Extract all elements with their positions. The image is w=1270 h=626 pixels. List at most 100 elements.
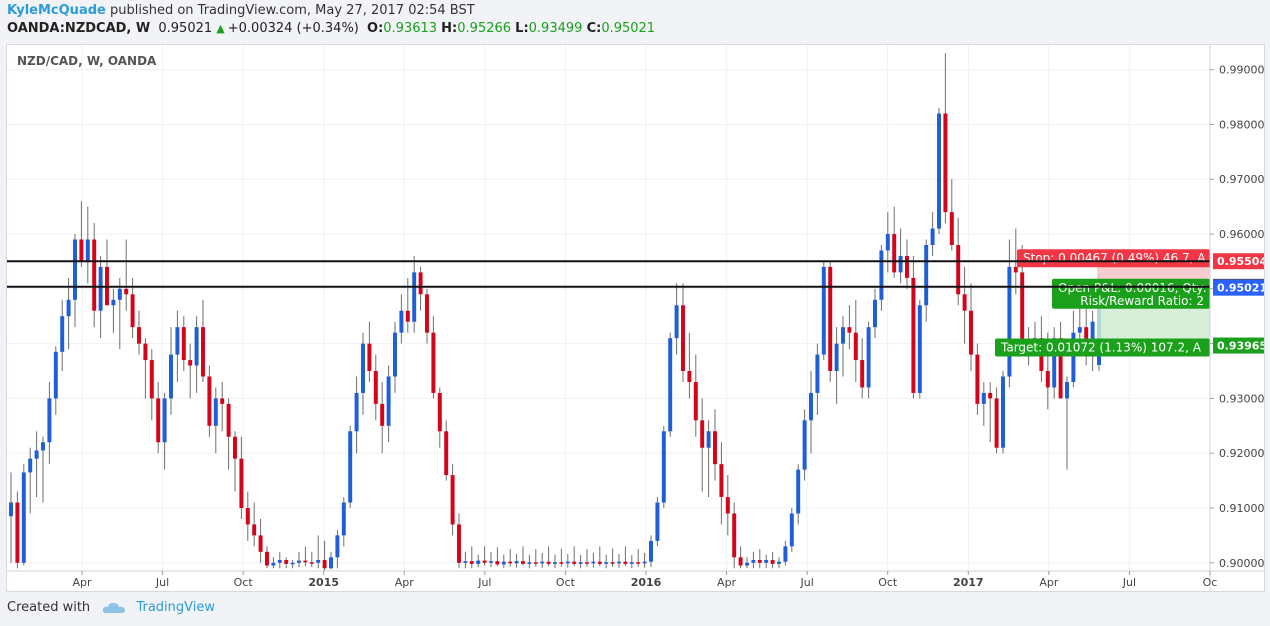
candle bbox=[796, 464, 801, 525]
x-tick-label: Oc bbox=[1203, 576, 1218, 589]
candle bbox=[34, 431, 39, 498]
candle-body bbox=[1001, 376, 1005, 448]
candle-body bbox=[252, 524, 257, 536]
candle-body bbox=[572, 561, 577, 564]
candle-body bbox=[623, 561, 628, 564]
candle-body bbox=[847, 327, 852, 333]
candle-body bbox=[962, 294, 967, 311]
candle-body bbox=[687, 371, 692, 382]
candle bbox=[117, 277, 122, 350]
candle bbox=[533, 549, 538, 567]
candle-body bbox=[431, 332, 436, 393]
candle-body bbox=[418, 272, 423, 295]
candle-body bbox=[834, 343, 839, 372]
candle-body bbox=[188, 360, 193, 366]
candle-body bbox=[444, 431, 449, 476]
candle-body bbox=[757, 560, 762, 563]
candle bbox=[732, 502, 737, 569]
candle bbox=[316, 535, 321, 569]
candle-body bbox=[956, 244, 961, 295]
candle bbox=[431, 316, 436, 399]
chart-panel[interactable]: Stop: 0.00467 (0.49%) 46.7, A Open P&L: 0… bbox=[6, 44, 1267, 592]
x-tick-label: Jul bbox=[477, 576, 491, 589]
candle bbox=[297, 551, 301, 568]
candle bbox=[28, 447, 33, 514]
candle-body bbox=[73, 239, 77, 300]
candle bbox=[949, 179, 954, 251]
candle-body bbox=[815, 354, 820, 393]
candle-body bbox=[777, 561, 781, 564]
price-chart[interactable]: Stop: 0.00467 (0.49%) 46.7, A Open P&L: 0… bbox=[7, 45, 1267, 591]
author-link[interactable]: KyleMcQuade bbox=[7, 3, 106, 18]
candle bbox=[341, 497, 346, 547]
candle bbox=[617, 554, 621, 568]
candle-body bbox=[565, 561, 570, 564]
tradingview-cloud-icon bbox=[103, 602, 126, 613]
candle bbox=[578, 555, 583, 569]
candle bbox=[700, 398, 705, 492]
candle bbox=[585, 549, 589, 567]
candle-body bbox=[1090, 321, 1095, 355]
candle bbox=[738, 546, 743, 569]
candle-body bbox=[277, 560, 282, 563]
candle bbox=[783, 540, 788, 566]
pnl-label-text: Risk/Reward Ratio: 2 bbox=[1080, 294, 1204, 308]
candle-body bbox=[373, 371, 378, 404]
pnl-label[interactable]: Open P&L: 0.00016, Qty: 1Risk/Reward Rat… bbox=[1052, 278, 1218, 309]
candle-body bbox=[1058, 338, 1063, 399]
candle bbox=[143, 338, 148, 399]
x-tick-label: Apr bbox=[395, 576, 415, 589]
candle bbox=[847, 305, 852, 350]
y-tick-label: 0.92000 bbox=[1219, 447, 1264, 460]
candle bbox=[137, 310, 141, 355]
target-label[interactable]: Target: 0.01072 (1.13%) 107.2, A bbox=[995, 338, 1210, 357]
candle bbox=[495, 547, 500, 567]
candle bbox=[604, 554, 609, 569]
candle-body bbox=[469, 561, 474, 564]
candle bbox=[220, 381, 225, 432]
y-tick-label: 0.93000 bbox=[1219, 392, 1264, 405]
candle bbox=[687, 332, 692, 399]
candle bbox=[47, 381, 52, 465]
candle bbox=[265, 546, 269, 569]
y-tick-label: 0.96000 bbox=[1219, 228, 1264, 241]
candle bbox=[866, 321, 871, 399]
candle bbox=[777, 557, 781, 569]
candle-body bbox=[361, 343, 365, 393]
candle bbox=[527, 555, 532, 569]
candle bbox=[41, 436, 45, 503]
candle bbox=[393, 321, 397, 393]
candle-body bbox=[751, 560, 756, 563]
candle bbox=[636, 549, 641, 567]
candle bbox=[1001, 371, 1005, 454]
candle bbox=[975, 343, 980, 415]
open-value: 0.93613 bbox=[383, 21, 438, 36]
candle-body bbox=[674, 305, 679, 339]
candle-body bbox=[239, 458, 244, 508]
candle bbox=[149, 349, 154, 421]
candle bbox=[354, 376, 359, 454]
symbol-label: OANDA:NZDCAD, W bbox=[7, 21, 151, 36]
candle bbox=[943, 53, 948, 224]
candle-body bbox=[988, 392, 993, 399]
candle bbox=[828, 261, 833, 382]
candle-body bbox=[117, 288, 122, 300]
candle-body bbox=[636, 562, 641, 564]
last-price: 0.95021 bbox=[158, 21, 213, 36]
open-key: O: bbox=[367, 21, 384, 36]
candle bbox=[1007, 239, 1012, 388]
candle-body bbox=[220, 398, 225, 404]
candle bbox=[1065, 376, 1069, 470]
time-axis: Apr Jul Oct 2015 Apr Jul Oct 2016 Apr Jul Oct 2017 A… bbox=[72, 571, 1217, 589]
stop-label[interactable]: Stop: 0.00467 (0.49%) 46.7, A bbox=[1017, 249, 1210, 268]
up-arrow-icon: ▲ bbox=[216, 22, 225, 35]
candle-body bbox=[892, 234, 897, 273]
candle-body bbox=[450, 475, 455, 525]
candle-body bbox=[1045, 371, 1050, 388]
candle-body bbox=[975, 354, 980, 404]
tradingview-link[interactable]: TradingView bbox=[136, 600, 215, 615]
candle-body bbox=[981, 392, 986, 404]
candle-body bbox=[149, 360, 154, 399]
candle bbox=[789, 507, 794, 552]
candle bbox=[770, 551, 775, 569]
